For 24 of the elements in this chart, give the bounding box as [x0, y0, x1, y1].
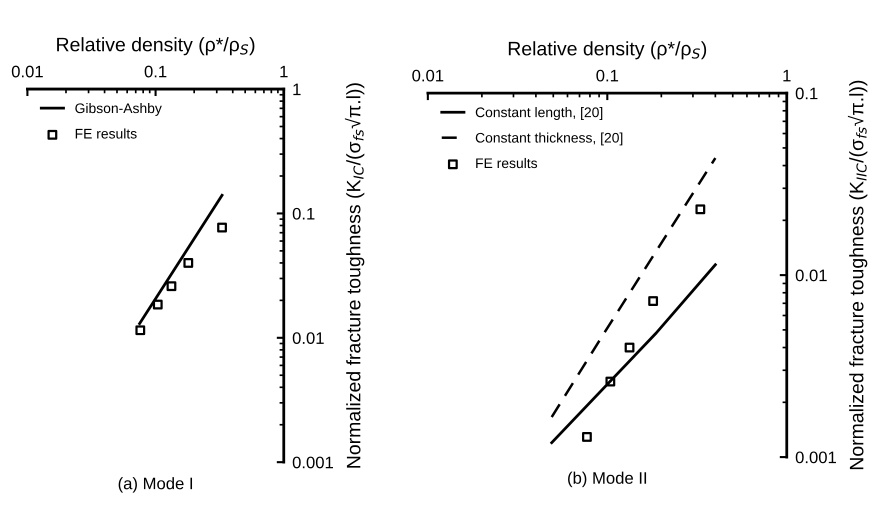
legend-label: Gibson-Ashby: [75, 102, 162, 116]
legend-label: FE results: [76, 128, 137, 139]
y-axis-title: Normalized fracture toughness (K$_{IC}$/(σ$_{fs}$√π.l)): [344, 83, 364, 468]
y-tick-label: 0.01: [796, 270, 827, 282]
x-tick-label: 0.1: [596, 70, 618, 82]
y-tick-label: 1: [293, 84, 301, 96]
x-tick-label: 1: [783, 70, 791, 82]
x-axis-title: Relative density (ρ*/ρ$_{S}$): [508, 41, 706, 60]
x-axis-title: Relative density (ρ*/ρ$_{S}$): [57, 37, 254, 56]
y-tick-label: 0.001: [292, 456, 333, 468]
legend-label: Constant thickness, [20]: [476, 132, 622, 146]
x-tick-label: 0.01: [12, 66, 43, 78]
y-tick-label: 0.1: [292, 208, 314, 220]
y-tick-label: 0.01: [292, 332, 324, 344]
text: (b) Mode II: [568, 472, 646, 488]
text: (a) Mode I: [118, 477, 192, 493]
legend-label: FE results: [476, 158, 538, 168]
x-tick-label: 0.01: [412, 70, 444, 82]
y-tick-label: 0.001: [796, 451, 836, 464]
y-tick-label: 0.1: [796, 88, 818, 100]
x-tick-label: 0.1: [144, 66, 166, 78]
legend-label: Constant length, [20]: [476, 107, 602, 120]
y-axis-title: Normalized fracture toughness (K$_{IIC}$/(σ$_{fs}$√π.l)): [848, 80, 868, 470]
x-tick-label: 1: [280, 66, 288, 78]
